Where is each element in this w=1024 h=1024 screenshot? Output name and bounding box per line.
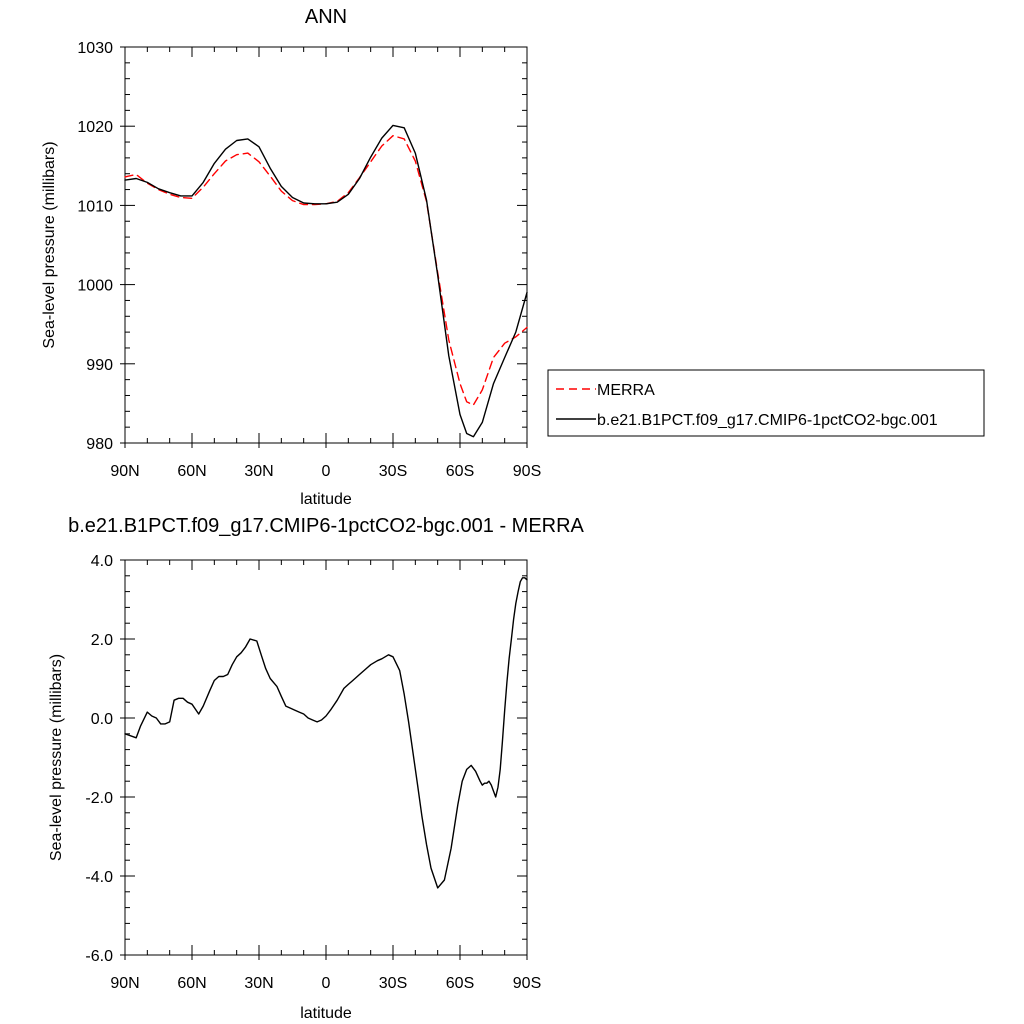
x-tick-label: 30S xyxy=(379,463,407,480)
legend-label: b.e21.B1PCT.f09_g17.CMIP6-1pctCO2-bgc.00… xyxy=(597,412,938,429)
series-line-diff-0 xyxy=(124,577,528,889)
y-tick-label: 980 xyxy=(86,436,113,453)
x-tick-label: 30S xyxy=(379,975,407,992)
series-line-b-e21-b1pct-f09-g17-cmip6-1pctco2-bgc-001 xyxy=(124,124,528,438)
x-tick-label: 90S xyxy=(513,463,541,480)
y-tick-label: 4.0 xyxy=(91,553,113,570)
y-tick-label: 1020 xyxy=(77,119,113,136)
chart-title: ANN xyxy=(305,6,347,28)
x-axis-label: latitude xyxy=(300,491,352,508)
x-tick-label: 30N xyxy=(244,975,273,992)
y-tick-label: -4.0 xyxy=(85,869,113,886)
legend: MERRA b.e21.B1PCT.f09_g17.CMIP6-1pctCO2-b… xyxy=(547,369,985,437)
x-tick-label: 60N xyxy=(177,975,206,992)
y-tick-label: 1000 xyxy=(77,278,113,295)
x-tick-label: 30N xyxy=(244,463,273,480)
y-axis-label: Sea-level pressure (millibars) xyxy=(41,141,58,348)
x-tick-label: 0 xyxy=(322,975,331,992)
y-tick-label: 2.0 xyxy=(91,632,113,649)
top-panel: ANN 980 990 1000 1010 1020 1030 90N 60N 30N 0 30S 60… xyxy=(41,6,541,508)
plot-frame xyxy=(124,46,528,444)
x-tick-label: 90S xyxy=(513,975,541,992)
x-tick-label: 0 xyxy=(322,463,331,480)
y-tick-label: 0.0 xyxy=(91,711,113,728)
x-tick-label: 90N xyxy=(110,975,139,992)
legend-box xyxy=(547,369,985,437)
series-line-merra xyxy=(124,135,528,406)
plot-frame xyxy=(124,559,528,956)
y-tick-label: 1030 xyxy=(77,40,113,57)
x-tick-label: 90N xyxy=(110,463,139,480)
x-tick-label: 60S xyxy=(446,975,474,992)
legend-label: MERRA xyxy=(597,382,655,399)
y-axis-label: Sea-level pressure (millibars) xyxy=(48,654,65,861)
x-tick-label: 60S xyxy=(446,463,474,480)
y-tick-label: -6.0 xyxy=(85,948,113,965)
y-tick-label: 1010 xyxy=(77,198,113,215)
chart-title: b.e21.B1PCT.f09_g17.CMIP6-1pctCO2-bgc.00… xyxy=(68,515,584,537)
x-tick-label: 60N xyxy=(177,463,206,480)
x-axis-label: latitude xyxy=(300,1005,352,1022)
y-tick-label: 990 xyxy=(86,357,113,374)
bottom-panel: b.e21.B1PCT.f09_g17.CMIP6-1pctCO2-bgc.00… xyxy=(48,515,585,1022)
y-tick-label: -2.0 xyxy=(85,790,113,807)
